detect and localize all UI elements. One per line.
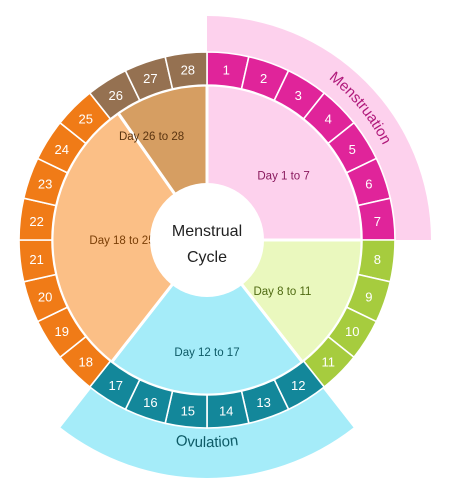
day-number-17: 17 xyxy=(109,378,123,393)
center-hub xyxy=(150,183,264,297)
day-number-5: 5 xyxy=(349,142,356,157)
day-number-14: 14 xyxy=(219,403,233,418)
day-number-12: 12 xyxy=(291,378,305,393)
center-title-line2: Cycle xyxy=(187,249,227,266)
day-number-23: 23 xyxy=(38,176,52,191)
day-segment-28 xyxy=(164,51,208,90)
day-number-19: 19 xyxy=(55,324,69,339)
day-number-15: 15 xyxy=(181,403,195,418)
day-number-1: 1 xyxy=(223,63,230,78)
day-number-10: 10 xyxy=(345,324,359,339)
day-number-2: 2 xyxy=(260,71,267,86)
day-number-25: 25 xyxy=(78,112,92,127)
center-title-line1: Menstrual xyxy=(172,223,242,240)
phase-day-8-to-11-label: Day 8 to 11 xyxy=(253,286,311,298)
day-number-16: 16 xyxy=(143,395,157,410)
day-number-11: 11 xyxy=(322,354,336,369)
day-number-6: 6 xyxy=(365,176,372,191)
day-number-7: 7 xyxy=(374,214,381,229)
phase-day-12-to-17-label: Day 12 to 17 xyxy=(174,347,239,359)
day-number-13: 13 xyxy=(256,395,270,410)
day-number-24: 24 xyxy=(55,142,69,157)
day-number-8: 8 xyxy=(374,252,381,267)
ovulation-band-label: Ovulation xyxy=(175,432,239,451)
day-number-21: 21 xyxy=(29,252,43,267)
phase-day-1-to-7-label: Day 1 to 7 xyxy=(257,171,309,183)
day-number-18: 18 xyxy=(78,354,92,369)
day-number-4: 4 xyxy=(325,112,332,127)
day-number-22: 22 xyxy=(29,214,43,229)
day-number-26: 26 xyxy=(109,88,123,103)
day-number-20: 20 xyxy=(38,290,52,305)
day-number-28: 28 xyxy=(181,63,195,78)
day-number-9: 9 xyxy=(365,290,372,305)
phase-day-26-to-28-label: Day 26 to 28 xyxy=(119,131,184,143)
day-number-27: 27 xyxy=(143,71,157,86)
day-number-3: 3 xyxy=(295,88,302,103)
phase-day-18-to-25-label: Day 18 to 25 xyxy=(89,235,154,247)
